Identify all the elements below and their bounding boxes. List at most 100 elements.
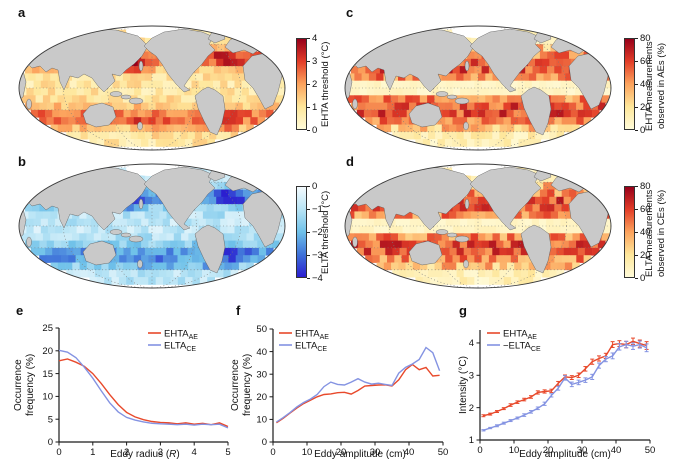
colorbar-title-c-line2: observed in AEs (%): [656, 42, 667, 130]
y-tick-label: 0: [262, 437, 267, 448]
legend-label: ELTACE: [295, 341, 327, 354]
colorbar-c: [624, 38, 635, 130]
x-tick-label: 30: [370, 447, 381, 458]
y-tick-label: 30: [256, 369, 267, 380]
colorbar-title-a: EHTA threshold (°C): [320, 41, 331, 127]
y-tick-label: 0: [48, 437, 53, 448]
panel-letter-d: d: [346, 154, 354, 169]
y-tick-label: 20: [256, 392, 267, 403]
colorbar-tick-label: −2: [312, 226, 323, 238]
x-tick-label: 40: [404, 447, 415, 458]
x-tick-label: 40: [611, 445, 622, 456]
colorbar-tick-mark: [635, 232, 638, 233]
map-outline: [18, 163, 286, 289]
colorbar-tick-mark: [635, 278, 638, 279]
yaxis-label-f-line1: Occurrence: [230, 359, 241, 411]
x-tick-label: 50: [645, 445, 656, 456]
colorbar-tick-mark: [635, 255, 638, 256]
colorbar-tick-mark: [635, 209, 638, 210]
error-bars-ELTA: [481, 340, 649, 432]
map-ehta-observed-aes: [344, 25, 612, 151]
x-tick-label: 20: [336, 447, 347, 458]
legend-label: EHTAAE: [503, 329, 537, 342]
map-outline: [344, 25, 612, 151]
colorbar-tick-mark: [307, 38, 310, 39]
series-line-EHTA: [58, 358, 229, 428]
series-line-ELTA: [58, 349, 229, 429]
colorbar-tick-mark: [307, 209, 310, 210]
colorbar-tick-label: 60: [640, 203, 651, 215]
xaxis-label-f: Eddy amplitude (cm): [314, 449, 406, 460]
colorbar-tick-label: 80: [640, 32, 651, 44]
yaxis-label-f-line2: frequency (%): [242, 353, 253, 417]
x-tick-label: 0: [477, 445, 482, 456]
map-outline: [18, 25, 286, 151]
colorbar-tick-mark: [635, 130, 638, 131]
chart-intensity-vs-amplitude: 0 10 20 30 40 50 1 2 3 4 EHTAAE−ELTACE: [469, 329, 656, 457]
y-tick-label: 10: [42, 392, 53, 403]
y-tick-label: 5: [48, 414, 53, 425]
x-tick-label: 10: [302, 447, 313, 458]
map-elt-threshold: [18, 163, 286, 289]
legend-label: ELTACE: [164, 341, 196, 354]
colorbar-tick-mark: [635, 61, 638, 62]
colorbar-tick-label: 0: [312, 124, 318, 136]
x-tick-label: 5: [225, 447, 230, 458]
colorbar-tick-label: 2: [312, 78, 318, 90]
colorbar-tick-mark: [635, 186, 638, 187]
map-outline: [344, 163, 612, 289]
x-tick-label: 0: [56, 447, 61, 458]
x-tick-label: 4: [192, 447, 197, 458]
colorbar-tick-label: 4: [312, 32, 318, 44]
colorbar-tick-label: 0: [640, 272, 646, 284]
colorbar-tick-label: −4: [312, 272, 323, 284]
y-tick-label: 2: [469, 403, 474, 414]
panel-letter-b: b: [18, 154, 26, 169]
x-tick-label: 0: [270, 447, 275, 458]
y-tick-label: 20: [42, 346, 53, 357]
colorbar-tick-mark: [307, 84, 310, 85]
colorbar-tick-label: 60: [640, 55, 651, 67]
yaxis-label-g: Intensity (°C): [458, 356, 469, 414]
colorbar-a: [296, 38, 307, 130]
legend-label: EHTAAE: [164, 329, 198, 342]
series-line-ELTA: [276, 346, 441, 423]
legend-label: EHTAAE: [295, 329, 329, 342]
legend-label: −ELTACE: [503, 341, 541, 354]
colorbar-tick-label: −1: [312, 203, 323, 215]
y-tick-label: 1: [469, 435, 474, 446]
y-tick-label: 10: [256, 415, 267, 426]
y-tick-label: 50: [256, 324, 267, 335]
y-tick-label: 25: [42, 323, 53, 334]
colorbar-tick-mark: [307, 186, 310, 187]
panel-letter-a: a: [18, 5, 26, 20]
colorbar-tick-label: −3: [312, 249, 323, 261]
colorbar-tick-mark: [307, 61, 310, 62]
panel-letter-e: e: [16, 303, 24, 318]
x-tick-label: 30: [577, 445, 588, 456]
colorbar-tick-label: 20: [640, 101, 651, 113]
x-tick-label: 2: [124, 447, 129, 458]
colorbar-tick-label: 0: [312, 180, 318, 192]
series-line-ELTA: [483, 343, 647, 431]
y-tick-label: 40: [256, 347, 267, 358]
x-tick-label: 10: [509, 445, 520, 456]
colorbar-tick-mark: [307, 107, 310, 108]
colorbar-tick-label: 40: [640, 226, 651, 238]
yaxis-label-e-line2: frequency (%): [25, 353, 36, 417]
colorbar-tick-label: 0: [640, 124, 646, 136]
panel-letter-f: f: [236, 303, 241, 318]
y-tick-label: 4: [469, 338, 474, 349]
x-tick-label: 1: [90, 447, 95, 458]
map-elta-observed-ces: [344, 163, 612, 289]
y-tick-label: 3: [469, 370, 474, 381]
colorbar-tick-mark: [307, 232, 310, 233]
colorbar-tick-mark: [635, 107, 638, 108]
y-tick-label: 15: [42, 369, 53, 380]
colorbar-b: [296, 186, 307, 278]
